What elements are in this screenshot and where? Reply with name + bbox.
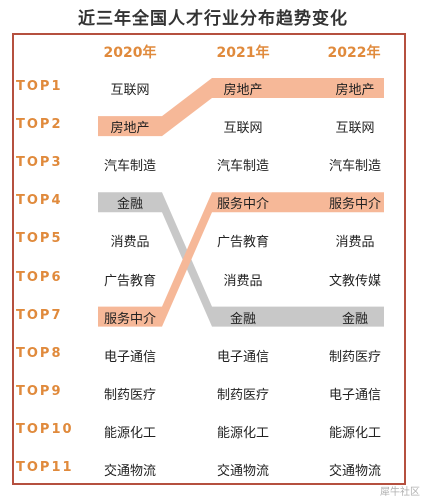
- rank-label: TOP4: [16, 193, 63, 209]
- rank-label: TOP8: [16, 345, 63, 361]
- industry-cell: 服务中介: [328, 197, 381, 213]
- industry-cell: 能源化工: [216, 425, 269, 441]
- industry-cell: 互联网: [110, 83, 150, 98]
- industry-cell: 房地产: [110, 121, 150, 137]
- industry-cell: 广告教育: [103, 273, 156, 289]
- rank-label: TOP1: [16, 79, 63, 94]
- rank-label: TOP10: [16, 421, 74, 437]
- year-header-2020: 2020年: [103, 45, 157, 61]
- industry-cell: 电子通信: [103, 349, 156, 365]
- industry-cell: 交通物流: [328, 464, 381, 479]
- industry-cell: 金融: [341, 311, 368, 327]
- industry-cell: 消费品: [335, 235, 375, 251]
- industry-cell: 汽车制造: [216, 159, 269, 175]
- industry-cell: 房地产: [223, 83, 263, 98]
- rank-label: TOP7: [16, 307, 63, 323]
- rank-label: TOP11: [16, 460, 74, 475]
- industry-cell: 电子通信: [216, 349, 269, 365]
- rank-label: TOP3: [16, 155, 63, 171]
- industry-cell: 金融: [116, 197, 143, 213]
- industry-cell: 互联网: [223, 121, 263, 137]
- industry-cell: 广告教育: [216, 235, 269, 251]
- industry-cell: 服务中介: [216, 197, 269, 213]
- industry-cell: 互联网: [335, 121, 375, 137]
- rank-label: TOP9: [16, 383, 63, 399]
- industry-cell: 电子通信: [328, 387, 381, 403]
- industry-cell: 交通物流: [216, 464, 269, 479]
- industry-cell: 能源化工: [328, 425, 381, 441]
- watermark: 犀牛社区: [380, 487, 420, 498]
- industry-cell: 金融: [229, 311, 256, 327]
- rank-label: TOP2: [16, 117, 63, 133]
- year-header-2022: 2022年: [327, 45, 381, 61]
- industry-cell: 能源化工: [103, 425, 156, 441]
- industry-cell: 汽车制造: [103, 159, 156, 175]
- industry-cell: 制药医疗: [328, 349, 381, 365]
- industry-cell: 汽车制造: [328, 159, 381, 175]
- industry-cell: 交通物流: [103, 464, 156, 479]
- highlight-band-1: [98, 78, 384, 137]
- industry-cell: 消费品: [110, 235, 150, 251]
- highlight-band-2: [98, 192, 384, 327]
- chart-title: 近三年全国人才行业分布趋势变化: [78, 9, 348, 29]
- rank-label: TOP6: [16, 269, 63, 285]
- industry-cell: 制药医疗: [216, 387, 269, 403]
- industry-cell: 房地产: [335, 83, 375, 98]
- chart-frame: [12, 33, 406, 485]
- rank-label: TOP5: [16, 231, 63, 247]
- highlight-band-3: [98, 192, 384, 327]
- industry-cell: 消费品: [223, 273, 263, 289]
- industry-cell: 制药医疗: [103, 387, 156, 403]
- industry-cell: 服务中介: [103, 311, 156, 327]
- year-header-2021: 2021年: [216, 45, 270, 61]
- industry-cell: 文教传媒: [328, 273, 381, 289]
